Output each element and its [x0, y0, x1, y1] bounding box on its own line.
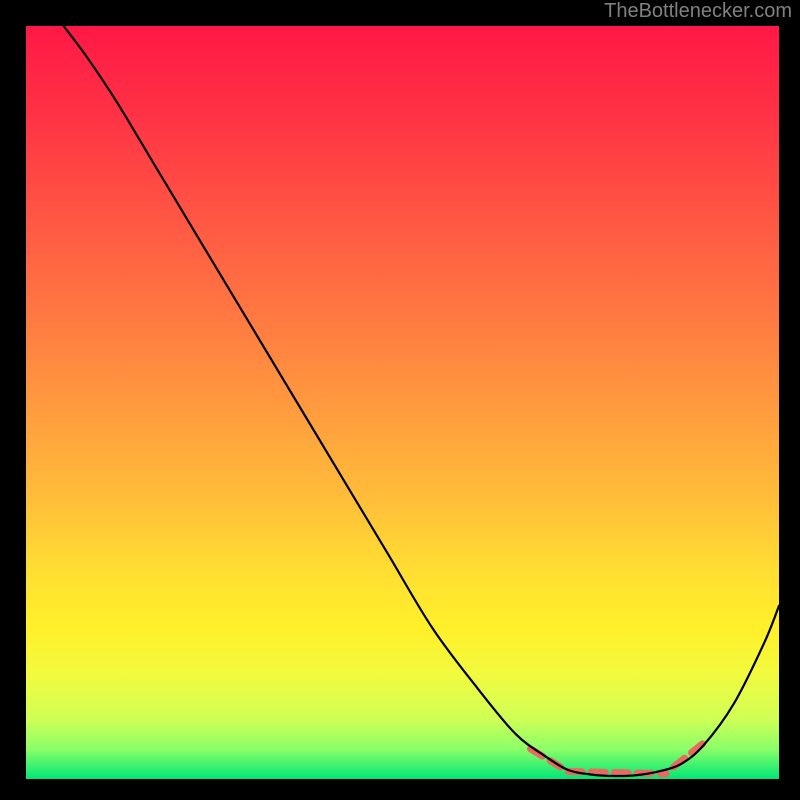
plot-svg: [0, 0, 800, 800]
watermark-text: TheBottlenecker.com: [604, 0, 792, 23]
chart-stage: TheBottlenecker.com: [0, 0, 800, 800]
